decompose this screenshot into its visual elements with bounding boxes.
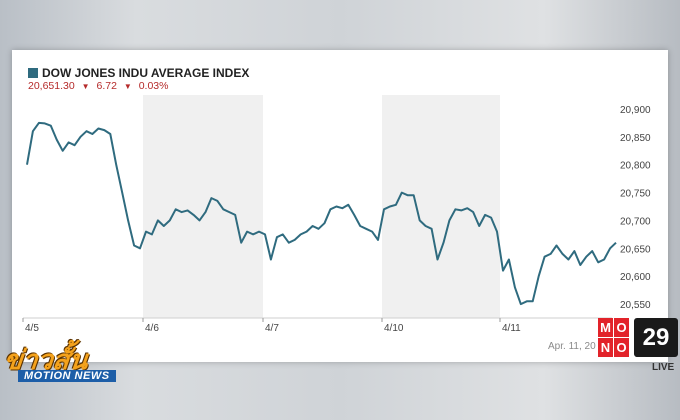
y-tick-label-5: 20,700 xyxy=(620,216,651,227)
show-logo-english: MOTION NEWS xyxy=(18,370,116,382)
channel-logo: M O N O 29 xyxy=(598,318,678,358)
quote-line: 20,651.30 ▼ 6.72 ▼ 0.03% xyxy=(28,80,172,92)
date-stamp: Apr. 11, 20 xyxy=(548,341,596,352)
y-tick-label-3: 20,800 xyxy=(620,161,651,172)
channel-letter-2: O xyxy=(614,318,629,337)
channel-letter-1: M xyxy=(598,318,613,337)
quote-change-pct: 0.03% xyxy=(138,80,169,92)
y-tick-label-4: 20,750 xyxy=(620,189,651,200)
down-arrow-icon: ▼ xyxy=(81,82,90,91)
y-tick-label-2: 20,850 xyxy=(620,133,651,144)
shaded-band-1 xyxy=(143,95,263,318)
channel-letter-4: O xyxy=(614,338,629,357)
quote-price: 20,651.30 xyxy=(28,80,75,92)
channel-letter-3: N xyxy=(598,338,613,357)
chart-card xyxy=(12,50,668,362)
y-tick-label-8: 20,550 xyxy=(620,300,651,311)
y-tick-label-7: 20,600 xyxy=(620,272,651,283)
channel-number: 29 xyxy=(634,318,678,357)
x-tick-label-3: 4/7 xyxy=(265,323,279,334)
x-tick-label-2: 4/6 xyxy=(145,323,159,334)
shaded-band-2 xyxy=(382,95,500,318)
series-line-1 xyxy=(26,121,617,306)
live-label: LIVE xyxy=(652,362,675,373)
chart-title: DOW JONES INDU AVERAGE INDEX xyxy=(42,66,250,80)
down-arrow-icon-2: ▼ xyxy=(123,82,132,91)
x-tick-label-4: 4/10 xyxy=(384,323,404,334)
y-tick-label-6: 20,650 xyxy=(620,244,651,255)
quote-change: 6.72 xyxy=(96,80,117,92)
chart-legend: DOW JONES INDU AVERAGE INDEX xyxy=(28,66,249,80)
x-tick-label-5: 4/11 xyxy=(502,323,521,334)
legend-swatch xyxy=(28,68,38,78)
x-tick-label-1: 4/5 xyxy=(25,323,39,334)
y-tick-label-1: 20,900 xyxy=(620,105,651,116)
